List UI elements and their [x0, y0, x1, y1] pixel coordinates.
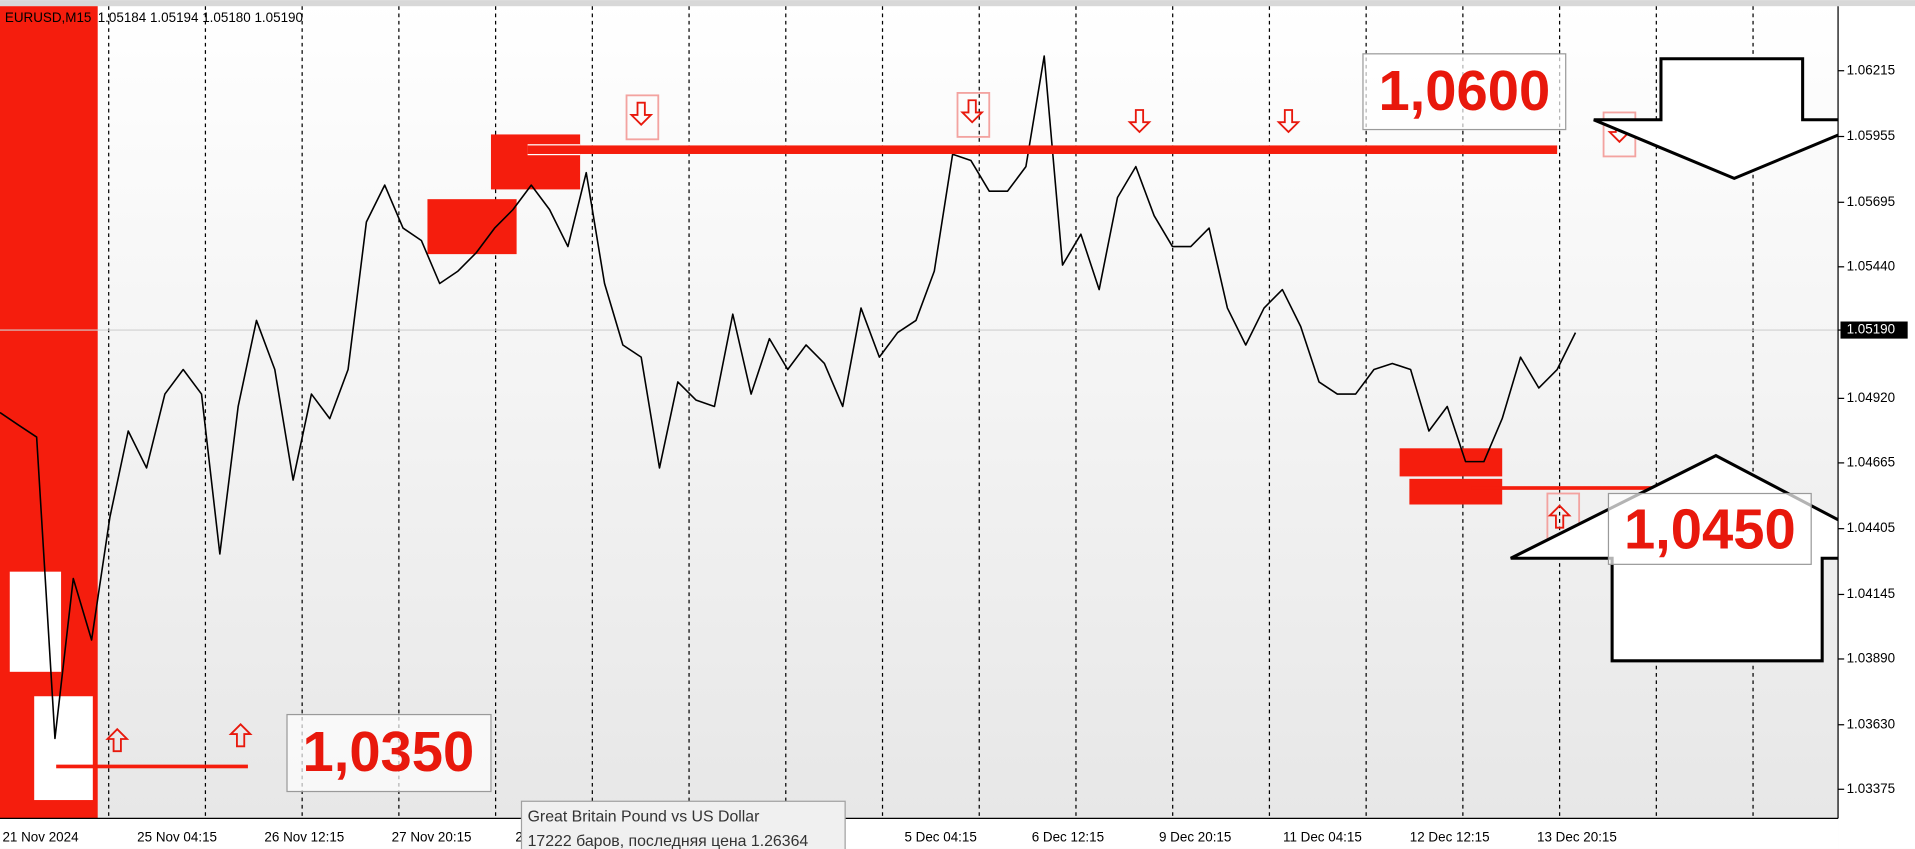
demand-zone: [1399, 448, 1503, 477]
resistance-line: [527, 145, 1558, 154]
price-marker: [1840, 321, 1908, 339]
x-tick-label: 6 Dec 12:15: [1032, 829, 1104, 844]
plot: [0, 55, 1839, 740]
tooltip-detail: 17222 баров, последняя цена 1.26364: [528, 833, 809, 849]
up-arrow: [105, 727, 130, 753]
period-separators: [108, 6, 1754, 819]
support-line: [56, 764, 248, 769]
tooltip-title: Great Britain Pound vs US Dollar: [528, 808, 761, 825]
down-arrow: [960, 99, 985, 124]
x-tick-label: 13 Dec 20:15: [1537, 829, 1617, 844]
signal-arrows: [105, 92, 1637, 753]
label-box: [1362, 53, 1567, 131]
x-tick-label: 2: [515, 829, 522, 844]
tooltip: [520, 800, 846, 849]
level-label: 1,0450: [1624, 498, 1796, 561]
x-tick-label: 26 Nov 12:15: [264, 829, 344, 844]
y-tick-label: 1.05440: [1847, 258, 1896, 273]
y-tick-label: 1.05190: [1847, 322, 1896, 337]
supply-zone: [427, 199, 517, 255]
support-line: [1471, 486, 1708, 490]
up-arrow: [228, 723, 253, 748]
down-arrow: [629, 101, 654, 126]
y-tick-label: 1.05695: [1847, 194, 1896, 209]
y-tick-label: 1.04405: [1847, 520, 1896, 535]
x-tick-label: 21 Nov 2024: [2, 829, 79, 844]
axes: 1.06215 1.05955 1.05695 1.05440 1.05190 1.049…: [2, 62, 1908, 844]
x-tick-label: 11 Dec 04:15: [1283, 829, 1362, 844]
demand-zone: [1409, 478, 1503, 505]
level-label: 1,0600: [1378, 59, 1550, 122]
y-tick-label: 1.04665: [1847, 454, 1896, 469]
x-tick-label: 27 Nov 20:15: [392, 829, 472, 844]
up-arrow: [1547, 504, 1572, 529]
y-tick-label: 1.04145: [1847, 586, 1896, 601]
signal-box: [625, 94, 660, 141]
supply-zone: [490, 134, 581, 190]
signal-box: [956, 92, 991, 138]
chart-title: EURUSD,M15: [5, 10, 92, 25]
price-line-series: [0, 55, 1577, 740]
y-tick-label: 1.03630: [1847, 716, 1896, 731]
y-tick-label: 1.06215: [1847, 62, 1896, 77]
label-box: [1607, 492, 1812, 565]
y-tick-label: 1.05955: [1847, 128, 1896, 143]
y-tick-label: 1.03890: [1847, 651, 1896, 666]
y-tick-label: 1.04920: [1847, 390, 1896, 405]
big-down-arrow: [1593, 57, 1876, 181]
down-arrow: [1127, 109, 1152, 134]
chart-subtitle: 1.05184 1.05194 1.05180 1.05190: [98, 10, 303, 25]
down-arrow: [1276, 109, 1301, 134]
top-bar: [0, 0, 1915, 7]
x-tick-label: 12 Dec 12:15: [1410, 829, 1490, 844]
level-label: 1,0350: [302, 720, 474, 783]
price-axis: [1838, 6, 1915, 849]
zone-box: [9, 571, 62, 672]
zone-box: [34, 696, 93, 801]
y-tick-label: 1.03375: [1847, 781, 1896, 796]
x-tick-label: 25 Nov 04:15: [137, 829, 217, 844]
x-tick-label: 9 Dec 20:15: [1159, 829, 1231, 844]
time-axis: [0, 818, 1839, 849]
red-zone: [0, 6, 98, 819]
label-box: [286, 713, 492, 793]
x-tick-label: 5 Dec 04:15: [904, 829, 976, 844]
